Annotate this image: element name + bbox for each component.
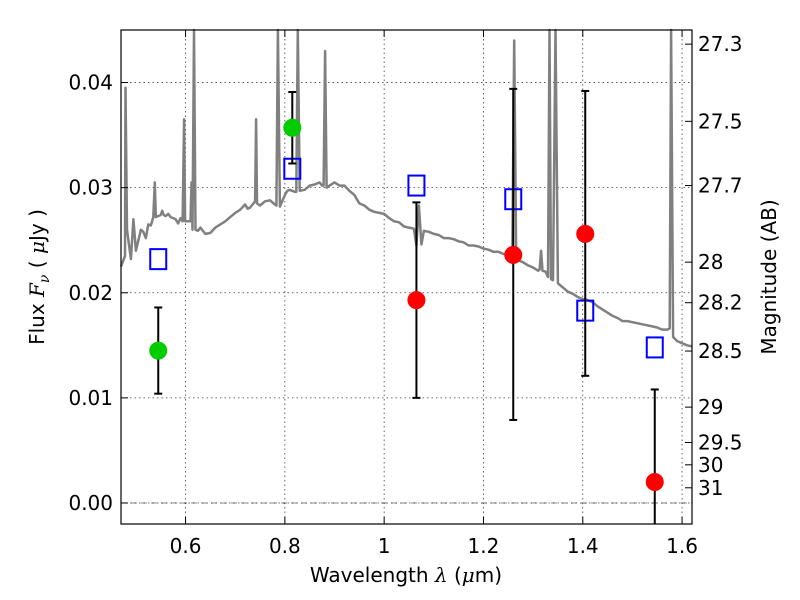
x-tick-label: 1.4 (567, 534, 599, 558)
mag-tick-label: 28 (698, 250, 723, 274)
mag-tick-label: 28.2 (698, 291, 743, 315)
green-data-point (149, 341, 168, 360)
green-data-point (283, 118, 302, 137)
y-tick-label: 0.04 (68, 71, 113, 95)
red-data-point (504, 245, 523, 264)
grid (121, 30, 692, 524)
model-spectrum-line (119, 28, 693, 348)
x-tick-label: 0.8 (269, 534, 301, 558)
red-data-point (407, 291, 426, 310)
x-tick-label: 1.6 (666, 534, 698, 558)
x-tick-label: 1 (378, 534, 391, 558)
plot-area (119, 28, 693, 524)
y-tick-label: 0.00 (68, 491, 113, 515)
red-data-point (645, 472, 664, 491)
mag-tick-label: 30 (698, 453, 723, 477)
axis-ticks: 0.6 0.8 1 1.2 1.4 1.6 0.00 0.01 0.02 0.03 0.04 27.3… (68, 30, 743, 558)
mag-tick-label: 31 (698, 476, 723, 500)
model-photometry-square (407, 174, 426, 197)
model-photometry-square (149, 248, 168, 271)
y-right-axis-title: Magnitude (AB) (757, 199, 781, 354)
x-tick-label: 0.6 (170, 534, 202, 558)
mag-tick-label: 27.5 (698, 109, 743, 133)
mag-tick-label: 29.5 (698, 430, 743, 454)
model-photometry-square (645, 336, 664, 359)
mag-tick-label: 27.7 (698, 174, 743, 198)
mag-tick-label: 29 (698, 395, 723, 419)
y-tick-label: 0.03 (68, 176, 113, 200)
x-axis-title: Wavelength λ (μm) (310, 563, 502, 587)
y-tick-label: 0.02 (68, 281, 113, 305)
x-tick-label: 1.2 (468, 534, 500, 558)
plot-frame (120, 29, 693, 525)
mag-tick-label: 28.5 (698, 339, 743, 363)
y-axis-title: Flux Fν ( μJy ) (25, 209, 53, 345)
red-data-point (576, 224, 595, 243)
y-tick-label: 0.01 (68, 386, 113, 410)
mag-tick-label: 27.3 (698, 32, 743, 56)
